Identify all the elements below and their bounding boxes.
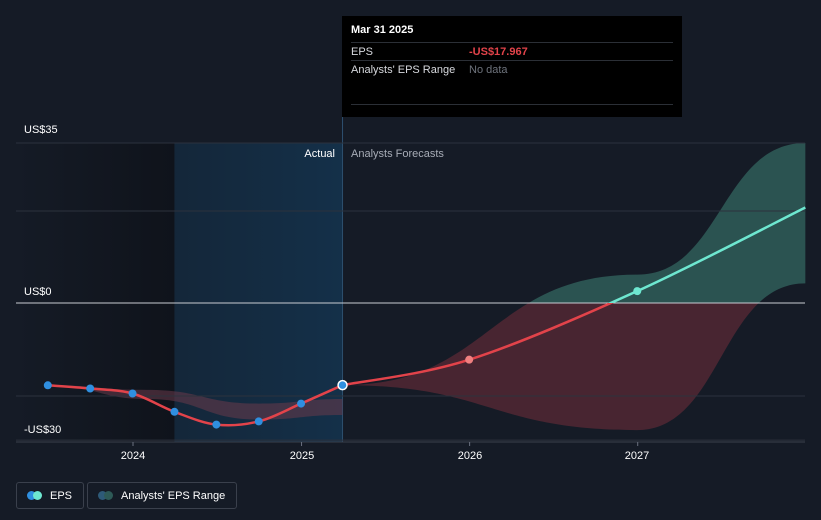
eps-forecast-point — [633, 287, 642, 296]
historical-range-band — [47, 385, 343, 420]
tooltip-range-value: No data — [469, 63, 508, 76]
tooltip-divider — [351, 104, 673, 105]
eps-forecast-line-positive — [607, 206, 806, 303]
eps-forecast-line-negative — [342, 303, 614, 387]
range-legend-icon — [98, 491, 114, 500]
eps-actual-point — [254, 417, 263, 426]
x-tick-label-2026: 2026 — [457, 450, 483, 462]
eps-actual-point — [170, 407, 179, 416]
tooltip-eps-label: EPS — [351, 45, 374, 58]
actual-region-label: Actual — [304, 148, 335, 160]
x-tick-label-2024: 2024 — [120, 450, 146, 462]
forecast-region-label: Analysts Forecasts — [351, 148, 444, 160]
legend-eps-label: EPS — [50, 489, 73, 502]
tooltip: Mar 31 2025 EPS -US$17.967 Analysts' EPS… — [342, 16, 682, 117]
y-tick-label-bottom: -US$30 — [24, 424, 62, 436]
x-tick-label-2027: 2027 — [624, 450, 650, 462]
eps-actual-point — [297, 399, 306, 408]
eps-actual-point — [43, 381, 52, 390]
tooltip-date: Mar 31 2025 — [351, 24, 414, 36]
x-tick-label-2025: 2025 — [289, 450, 315, 462]
eps-actual-point — [337, 379, 348, 391]
eps-actual-point — [86, 384, 95, 393]
eps-forecast-point — [465, 355, 474, 364]
y-tick-label-top: US$35 — [24, 124, 58, 136]
tooltip-range-row: Analysts' EPS Range No data — [351, 60, 673, 78]
eps-range-band-negative — [342, 303, 759, 431]
legend-range-button[interactable]: Analysts' EPS Range — [87, 482, 238, 509]
eps-actual-point — [212, 420, 221, 429]
tooltip-eps-value: -US$17.967 — [469, 45, 528, 58]
eps-actual-point — [128, 389, 137, 398]
legend-range-label: Analysts' EPS Range — [121, 489, 226, 502]
eps-range-band-positive — [528, 143, 806, 303]
y-tick-label-zero: US$0 — [24, 286, 52, 298]
tooltip-range-label: Analysts' EPS Range — [351, 63, 456, 76]
tooltip-eps-row: EPS -US$17.967 — [351, 42, 673, 60]
legend-eps-button[interactable]: EPS — [16, 482, 85, 509]
eps-legend-icon — [27, 491, 43, 500]
actual-highlight-region — [174, 143, 343, 442]
